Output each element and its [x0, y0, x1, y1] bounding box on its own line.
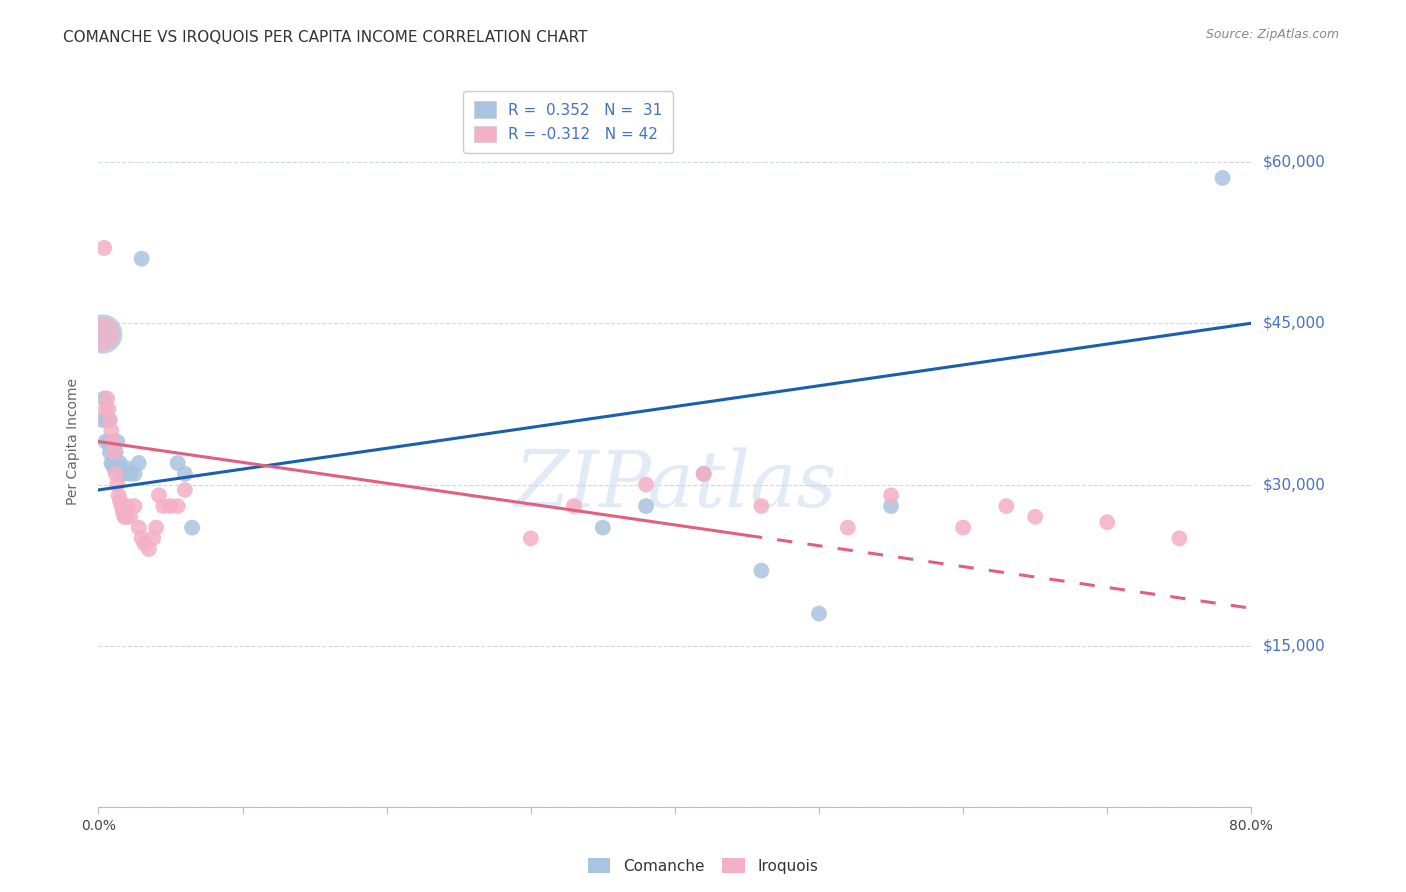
Point: [142, 532, 165, 546]
Point: [952, 520, 974, 534]
Point: [995, 499, 1018, 513]
Point: [152, 499, 174, 513]
Point: [120, 509, 142, 524]
Point: [159, 499, 181, 513]
Point: [174, 483, 197, 497]
Point: [104, 467, 127, 481]
Point: [145, 520, 167, 534]
Point: [97, 413, 120, 427]
Point: [117, 499, 139, 513]
Point: [128, 456, 150, 470]
Point: [101, 456, 124, 470]
Point: [520, 532, 543, 546]
Point: [104, 445, 127, 459]
Point: [120, 467, 142, 481]
Point: [131, 252, 153, 266]
Point: [98, 413, 121, 427]
Point: [751, 564, 773, 578]
Point: [148, 488, 170, 502]
Point: [110, 467, 132, 481]
Text: COMANCHE VS IROQUOIS PER CAPITA INCOME CORRELATION CHART: COMANCHE VS IROQUOIS PER CAPITA INCOME C…: [63, 30, 588, 45]
Point: [100, 424, 122, 438]
Point: [1024, 509, 1046, 524]
Point: [111, 504, 134, 518]
Point: [1212, 171, 1234, 186]
Point: [1168, 532, 1191, 546]
Point: [112, 509, 135, 524]
Point: [97, 402, 120, 417]
Point: [138, 542, 160, 557]
Point: [112, 467, 135, 481]
Point: [880, 488, 903, 502]
Point: [181, 520, 204, 534]
Point: [837, 520, 859, 534]
Point: [124, 499, 146, 513]
Point: [110, 499, 132, 513]
Legend: R =  0.352   N =  31, R = -0.312   N = 42: R = 0.352 N = 31, R = -0.312 N = 42: [464, 91, 672, 153]
Legend: Comanche, Iroquois: Comanche, Iroquois: [582, 852, 824, 880]
Point: [134, 537, 156, 551]
Point: [114, 509, 136, 524]
Point: [108, 456, 131, 470]
Point: [562, 499, 585, 513]
Point: [101, 434, 124, 449]
Point: [105, 477, 128, 491]
Text: Source: ZipAtlas.com: Source: ZipAtlas.com: [1205, 28, 1339, 41]
Text: ZIPatlas: ZIPatlas: [513, 447, 837, 524]
Point: [93, 392, 115, 406]
Point: [117, 461, 139, 475]
Point: [808, 607, 831, 621]
Point: [100, 456, 122, 470]
Point: [96, 413, 118, 427]
Point: [91, 326, 114, 341]
Point: [693, 467, 716, 481]
Point: [166, 456, 188, 470]
Point: [96, 392, 118, 406]
Point: [880, 499, 903, 513]
Point: [166, 499, 188, 513]
Point: [174, 467, 197, 481]
Point: [93, 241, 115, 255]
Point: [107, 488, 129, 502]
Point: [94, 402, 117, 417]
Point: [91, 326, 114, 341]
Point: [103, 461, 125, 475]
Text: $60,000: $60,000: [1263, 154, 1326, 169]
Point: [636, 499, 658, 513]
Point: [693, 467, 716, 481]
Point: [592, 520, 614, 534]
Text: $15,000: $15,000: [1263, 639, 1326, 654]
Point: [108, 493, 131, 508]
Point: [97, 434, 120, 449]
Text: $30,000: $30,000: [1263, 477, 1326, 492]
Y-axis label: Per Capita Income: Per Capita Income: [66, 378, 80, 505]
Point: [103, 445, 125, 459]
Point: [751, 499, 773, 513]
Point: [94, 434, 117, 449]
Point: [105, 456, 128, 470]
Point: [91, 413, 114, 427]
Point: [1097, 515, 1119, 529]
Text: $45,000: $45,000: [1263, 316, 1326, 331]
Point: [128, 520, 150, 534]
Point: [98, 445, 121, 459]
Point: [105, 434, 128, 449]
Point: [124, 467, 146, 481]
Point: [131, 532, 153, 546]
Point: [636, 477, 658, 491]
